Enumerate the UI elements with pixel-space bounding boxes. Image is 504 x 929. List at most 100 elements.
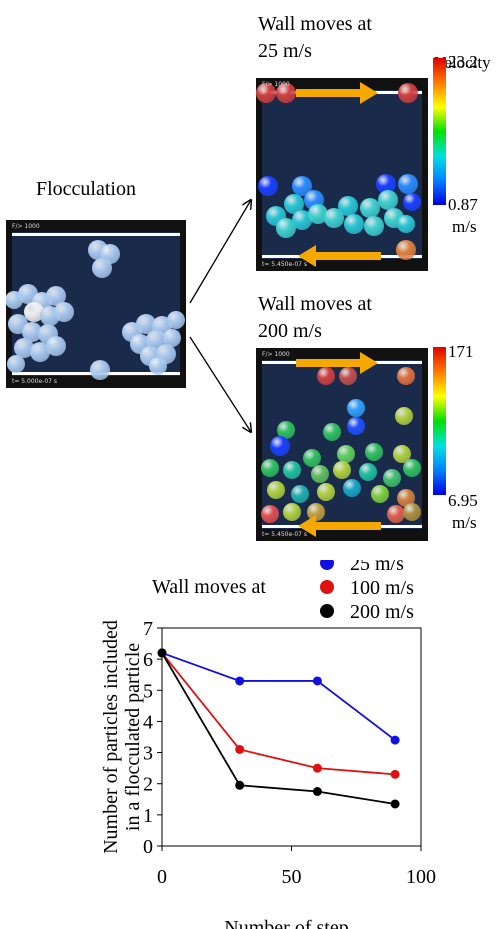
particle <box>398 83 418 103</box>
particle <box>46 336 66 356</box>
connector-arrows <box>189 0 504 560</box>
particle <box>146 330 166 350</box>
plot-frame <box>161 627 422 847</box>
particle <box>403 503 421 521</box>
flocculation-title: Flocculation <box>36 178 136 200</box>
particle <box>365 443 383 461</box>
particle <box>323 423 341 441</box>
particle <box>277 421 295 439</box>
y-tick-label: 7 <box>143 618 153 640</box>
colorbar-200-min: 6.95 <box>448 491 478 510</box>
series-point-0 <box>312 676 322 686</box>
x-tick-label: 100 <box>406 866 436 888</box>
particle <box>364 216 384 236</box>
x-tick-label: 0 <box>157 866 167 888</box>
panel-top-label: F/> 1000 <box>12 223 40 230</box>
wall-200-title-line1: Wall moves at <box>258 293 372 315</box>
series-point-1 <box>235 744 245 754</box>
colorbar-200-max: 171 <box>448 342 474 361</box>
particle <box>267 481 285 499</box>
legend-label-1: 100 m/s <box>350 577 414 599</box>
particle <box>303 449 321 467</box>
particle <box>383 469 401 487</box>
particle <box>258 176 278 196</box>
particle <box>22 322 42 342</box>
particle <box>291 485 309 503</box>
particle <box>338 196 358 216</box>
particle <box>283 503 301 521</box>
particle <box>396 240 416 260</box>
panel-200-view <box>261 352 422 537</box>
particle <box>30 342 50 362</box>
series-point-1 <box>312 763 322 773</box>
legend-title: Wall moves at <box>152 576 266 598</box>
particle <box>347 399 365 417</box>
particle <box>376 174 396 194</box>
particle <box>284 194 304 214</box>
panel-25-view <box>256 82 422 267</box>
particle <box>292 176 312 196</box>
particle <box>398 174 418 194</box>
particle <box>397 489 415 507</box>
y-tick-label: 0 <box>143 836 153 858</box>
particle <box>339 367 357 385</box>
particle <box>276 83 296 103</box>
particle <box>343 479 361 497</box>
particle <box>311 465 329 483</box>
colorbar-25 <box>433 58 446 205</box>
wall-arrow-left <box>298 245 381 267</box>
particle <box>283 461 301 479</box>
wall-arrow-left <box>298 515 381 537</box>
particle <box>163 329 181 347</box>
particle <box>395 407 413 425</box>
wall-25-title-line1: Wall moves at <box>258 13 372 35</box>
series-point-2 <box>390 799 400 809</box>
particle <box>46 286 66 306</box>
particle <box>24 302 44 322</box>
x-tick-label: 50 <box>282 866 302 888</box>
flocculation-panel: F/> 1000 t= 5.000e-07 s <box>6 220 186 388</box>
y-tick-label: 3 <box>143 743 153 765</box>
colorbar-25-min: 0.87 <box>448 195 478 214</box>
y-tick-label: 6 <box>143 649 153 671</box>
particle <box>54 302 74 322</box>
colorbar-200 <box>433 347 446 495</box>
panel-200: F/> 1000 t= 5.450e-07 s <box>256 348 428 541</box>
particle <box>292 210 312 230</box>
panel-top-label: F/> 1000 <box>262 351 290 358</box>
particle <box>317 367 335 385</box>
top-wall <box>12 233 180 236</box>
arrow-to-200 <box>189 336 251 432</box>
wall-arrow-right <box>296 352 378 374</box>
panel-25: F/> 1000 t= 5.450e-07 s <box>256 78 428 271</box>
colorbar-200-unit: m/s <box>452 513 477 532</box>
wall-200-title-line2: 200 m/s <box>258 320 322 342</box>
panel-time-label: t= 5.450e-07 s <box>262 531 307 538</box>
wall-25-title-line2: 25 m/s <box>258 40 312 62</box>
particle <box>387 505 405 523</box>
particle <box>371 485 389 503</box>
particle <box>90 360 110 380</box>
particle <box>308 204 328 224</box>
series-point-2 <box>312 787 322 796</box>
particle <box>256 83 276 103</box>
legend-marker-2 <box>320 604 334 618</box>
particle <box>261 505 279 523</box>
particle <box>360 198 380 218</box>
particle <box>7 355 25 373</box>
particle <box>359 463 377 481</box>
colorbar-25-max: 23.2 <box>448 52 478 71</box>
y-tick-label: 4 <box>143 711 153 733</box>
particle <box>307 503 325 521</box>
particle <box>333 461 351 479</box>
x-axis-label: Number of step <box>224 917 348 929</box>
legend-label-2: 200 m/s <box>350 601 414 623</box>
particle <box>403 193 421 211</box>
line-chart: 0 1 2 3 4 5 6 7 0 50 100 Wall moves at 25 m/s 100 m/s… <box>100 560 436 929</box>
series-point-0 <box>390 735 400 745</box>
particle <box>270 436 290 456</box>
particle <box>403 459 421 477</box>
panel-time-label: t= 5.450e-07 s <box>262 261 307 268</box>
legend-marker-1 <box>320 580 334 594</box>
velocity-label: Velocity <box>434 53 491 72</box>
